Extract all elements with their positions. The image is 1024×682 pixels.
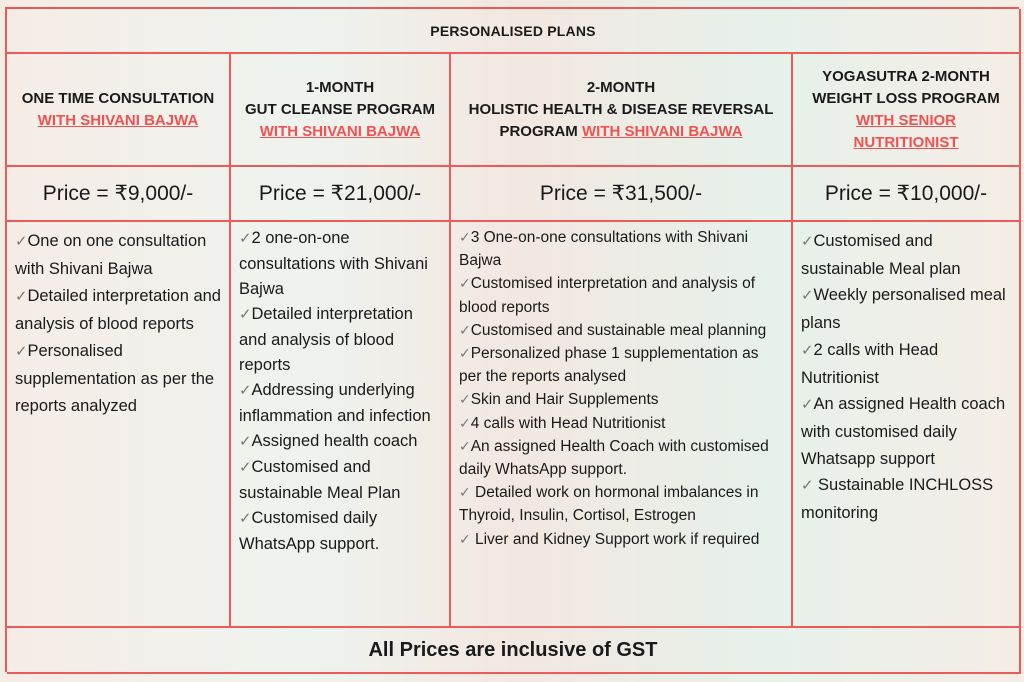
feature-text: Detailed interpretation and analysis of … (15, 287, 221, 333)
check-icon: ✓ (459, 414, 471, 431)
feature-text: Personalized phase 1 supplementation as … (459, 345, 759, 386)
check-icon: ✓ (239, 231, 252, 247)
feature-text: Customised and sustainable Meal plan (801, 232, 961, 278)
feature-text: Skin and Hair Supplements (470, 391, 659, 409)
plan-name-line: WEIGHT LOSS PROGRAM (812, 89, 1000, 107)
check-icon: ✓ (459, 321, 471, 338)
check-icon: ✓ (801, 342, 814, 359)
feature-text: Weekly personalised meal plans (801, 286, 1006, 333)
plan-features-1: ✓One on one consultation with Shivani Ba… (7, 222, 231, 628)
feature-text: Sustainable INCHLOSS monitoring (801, 476, 994, 523)
check-icon: ✓ (459, 345, 471, 362)
feature-text: An assigned Health Coach with customised… (459, 437, 769, 479)
check-icon: ✓ (801, 288, 814, 305)
feature-item: ✓2 calls with Head Nutritionist (801, 337, 1013, 391)
feature-item: ✓Personalised supplementation as per the… (15, 338, 223, 420)
plan-header-3: 2-MONTH HOLISTIC HEALTH & DISEASE REVERS… (451, 54, 793, 167)
feature-text: 2 one-on-one consultations with Shivani … (239, 229, 428, 298)
feature-item: ✓Assigned health coach (239, 429, 443, 455)
plan-header-4: YOGASUTRA 2-MONTH WEIGHT LOSS PROGRAM WI… (793, 54, 1021, 167)
plan-name-line: HOLISTIC HEALTH & DISEASE REVERSAL (468, 100, 774, 118)
plan-name-line: GUT CLEANSE PROGRAM (244, 100, 435, 118)
feature-item: ✓An assigned Health coach with customise… (801, 391, 1013, 472)
feature-text: One on one consultation with Shivani Baj… (15, 232, 207, 278)
feature-item: ✓Customised and sustainable Meal Plan (239, 455, 443, 506)
plan-features-4: ✓Customised and sustainable Meal plan ✓We… (793, 222, 1021, 628)
plan-name-line: ONE TIME CONSULTATION (21, 89, 215, 107)
plan-header-1: ONE TIME CONSULTATION WITH SHIVANI BAJWA (7, 54, 231, 167)
plan-features-2: ✓2 one-on-one consultations with Shivani… (231, 222, 451, 628)
check-icon: ✓ (459, 437, 471, 454)
feature-item: ✓ Detailed work on hormonal imbalances i… (459, 481, 785, 527)
check-icon: ✓ (459, 530, 471, 547)
feature-item: ✓Personalized phase 1 supplementation as… (459, 342, 785, 388)
feature-text: Customised daily WhatsApp support. (239, 509, 380, 553)
check-icon: ✓ (15, 344, 28, 360)
plan-price-4: Price = ₹10,000/- (793, 167, 1021, 222)
feature-item: ✓2 one-on-one consultations with Shivani… (239, 226, 443, 302)
feature-item: ✓Skin and Hair Supplements (459, 388, 785, 411)
feature-item: ✓Detailed interpretation and analysis of… (239, 302, 443, 378)
feature-text: Addressing underlying inflammation and i… (239, 381, 431, 425)
feature-item: ✓4 calls with Head Nutritionist (459, 412, 785, 435)
feature-item: ✓Customised and sustainable meal plannin… (459, 319, 785, 342)
feature-item: ✓Customised daily WhatsApp support. (239, 506, 443, 557)
feature-item: ✓An assigned Health Coach with customise… (459, 435, 785, 481)
plan-price-1: Price = ₹9,000/- (7, 167, 231, 222)
check-icon: ✓ (239, 511, 252, 527)
plan-name-line-with-link: PROGRAM WITH SHIVANI BAJWA (499, 121, 742, 143)
feature-text: Customised and sustainable Meal Plan (239, 458, 401, 502)
plan-link[interactable]: WITH SENIOR NUTRITIONIST (853, 111, 959, 151)
feature-text: 3 One-on-one consultations with Shivani … (459, 229, 749, 270)
feature-text: An assigned Health coach with customised… (801, 395, 1006, 468)
plan-name-line: YOGASUTRA 2-MONTH (822, 67, 990, 85)
plans-table: PERSONALISED PLANS ONE TIME CONSULTATION… (5, 7, 1021, 674)
footer-note: All Prices are inclusive of GST (7, 628, 1021, 674)
table-title: PERSONALISED PLANS (7, 9, 1021, 54)
feature-text: Customised interpretation and analysis o… (459, 275, 756, 316)
plan-link[interactable]: WITH SHIVANI BAJWA (259, 122, 421, 140)
feature-text: Personalised supplementation as per the … (15, 342, 215, 415)
feature-item: ✓Customised and sustainable Meal plan (801, 228, 1013, 282)
check-icon: ✓ (801, 478, 814, 495)
check-icon: ✓ (15, 289, 28, 305)
feature-item: ✓One on one consultation with Shivani Ba… (15, 228, 223, 283)
check-icon: ✓ (239, 434, 252, 450)
feature-item: ✓ Liver and Kidney Support work if requi… (459, 528, 785, 551)
feature-item: ✓Weekly personalised meal plans (801, 282, 1013, 336)
feature-item: ✓Addressing underlying inflammation and … (239, 378, 443, 429)
check-icon: ✓ (459, 484, 471, 501)
check-icon: ✓ (239, 383, 252, 399)
feature-item: ✓Detailed interpretation and analysis of… (15, 283, 223, 338)
check-icon: ✓ (239, 460, 252, 476)
feature-item: ✓Customised interpretation and analysis … (459, 272, 785, 318)
feature-item: ✓ Sustainable INCHLOSS monitoring (801, 472, 1013, 526)
plan-link[interactable]: WITH SHIVANI BAJWA (581, 122, 743, 140)
plan-price-3: Price = ₹31,500/- (451, 167, 793, 222)
feature-text: Detailed interpretation and analysis of … (239, 305, 413, 374)
check-icon: ✓ (239, 307, 252, 323)
feature-text: Detailed work on hormonal imbalances in … (459, 484, 759, 525)
feature-text: Customised and sustainable meal planning (470, 321, 767, 339)
feature-item: ✓3 One-on-one consultations with Shivani… (459, 226, 785, 272)
feature-text: 4 calls with Head Nutritionist (470, 414, 666, 432)
plan-price-2: Price = ₹21,000/- (231, 167, 451, 222)
check-icon: ✓ (15, 234, 28, 250)
feature-text: Liver and Kidney Support work if require… (470, 530, 760, 548)
check-icon: ✓ (459, 391, 471, 408)
plan-link[interactable]: WITH SHIVANI BAJWA (37, 111, 199, 129)
plan-header-2: 1-MONTH GUT CLEANSE PROGRAM WITH SHIVANI… (231, 54, 451, 167)
plan-features-3: ✓3 One-on-one consultations with Shivani… (451, 222, 793, 628)
plan-name-line: 2-MONTH (586, 78, 656, 96)
feature-text: 2 calls with Head Nutritionist (801, 340, 939, 387)
check-icon: ✓ (459, 229, 471, 245)
check-icon: ✓ (801, 234, 814, 250)
check-icon: ✓ (801, 397, 814, 414)
feature-text: Assigned health coach (251, 432, 418, 450)
plan-name-line: 1-MONTH (305, 78, 375, 96)
plan-name-line: PROGRAM (499, 122, 578, 140)
check-icon: ✓ (459, 275, 471, 292)
